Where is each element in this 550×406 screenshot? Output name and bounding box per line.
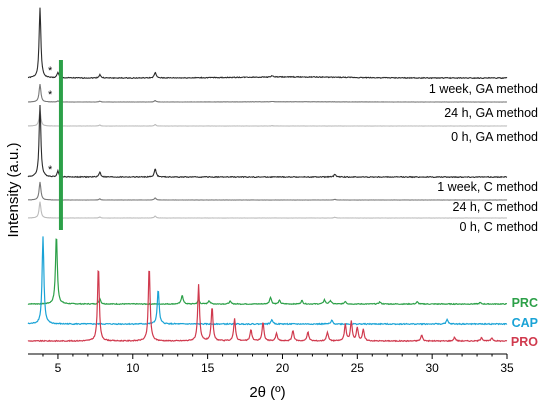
x-axis-title: 2θ (º) xyxy=(249,384,285,401)
trace-label: 1 week, GA method xyxy=(429,82,538,96)
trace-1-week-c-method xyxy=(27,104,508,179)
trace-group xyxy=(27,7,508,343)
trace-cap xyxy=(27,236,508,326)
axes-group: 5 10 15 20 25 30 35 xyxy=(28,353,514,375)
trace-label: 0 h, C method xyxy=(459,220,538,234)
trace-label: 1 week, C method xyxy=(437,180,538,194)
x-tick-label: 20 xyxy=(276,361,290,375)
trace-label: 24 h, GA method xyxy=(444,106,538,120)
trace-prc xyxy=(27,238,507,306)
x-tick-label: 10 xyxy=(126,361,140,375)
y-axis-title: Intensity (a.u.) xyxy=(5,142,22,237)
trace-label: PRC xyxy=(512,296,538,310)
label-group: 1 week, GA method * 24 h, GA method * 0 h, G… xyxy=(48,65,538,349)
x-tick-label: 5 xyxy=(55,361,62,375)
peak-star-marker: * xyxy=(48,65,53,77)
trace-24-h-c-method xyxy=(28,181,508,201)
trace-label: 0 h, GA method xyxy=(451,130,538,144)
trace-1-week-ga-method xyxy=(27,7,508,80)
trace-label: 24 h, C method xyxy=(453,200,539,214)
x-ticks: 5 10 15 20 25 30 35 xyxy=(42,354,514,375)
green-marker-band xyxy=(58,60,63,230)
x-tick-label: 35 xyxy=(500,361,514,375)
trace-label: CAP xyxy=(512,316,538,330)
trace-label: PRO xyxy=(511,335,538,349)
trace-0-h-ga-method xyxy=(27,110,508,127)
trace-24-h-ga-method xyxy=(28,84,507,103)
x-tick-label: 25 xyxy=(351,361,365,375)
peak-star-marker: * xyxy=(48,89,53,101)
peak-star-marker: * xyxy=(48,164,53,176)
trace-pro xyxy=(27,269,508,343)
trace-0-h-c-method xyxy=(27,201,508,219)
x-tick-label: 30 xyxy=(425,361,439,375)
x-tick-label: 15 xyxy=(201,361,215,375)
